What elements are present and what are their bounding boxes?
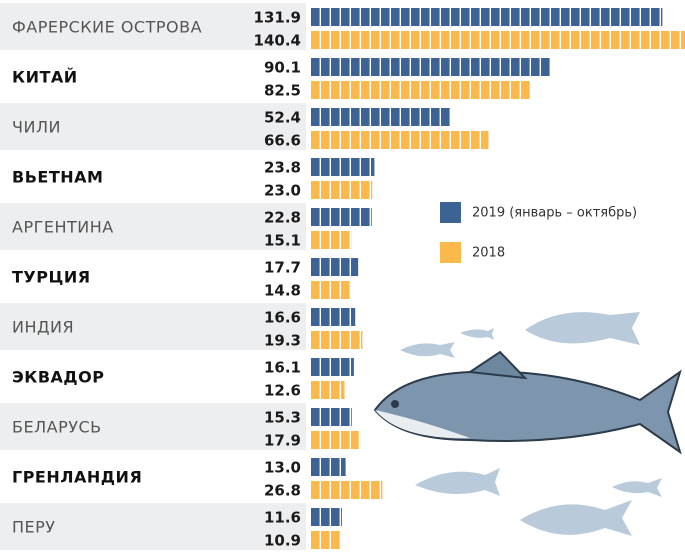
bar bbox=[311, 58, 551, 76]
bar bbox=[311, 131, 488, 149]
legend: 2019 (январь – октябрь) 2018 bbox=[440, 202, 637, 263]
bar bbox=[311, 358, 354, 376]
bar bbox=[311, 331, 362, 349]
value-label: 82.5 bbox=[264, 82, 301, 100]
category-label: ИНДИЯ bbox=[12, 318, 74, 337]
value-label: 52.4 bbox=[264, 109, 301, 127]
salmon-eye bbox=[391, 400, 399, 408]
fish-silhouette bbox=[525, 312, 640, 345]
value-label: 23.0 bbox=[264, 182, 301, 200]
category-label: ПЕРУ bbox=[12, 518, 56, 537]
bar bbox=[311, 431, 359, 449]
fish-illustration bbox=[375, 312, 680, 536]
bar bbox=[311, 181, 372, 199]
category-label: БЕЛАРУСЬ bbox=[12, 418, 102, 437]
fish-silhouette bbox=[460, 328, 494, 340]
value-label: 15.1 bbox=[264, 232, 301, 250]
bar bbox=[311, 458, 346, 476]
bar bbox=[311, 381, 345, 399]
bar bbox=[311, 508, 342, 526]
bar bbox=[311, 108, 451, 126]
chart: 2019 (январь – октябрь) 2018 ФАРЕРСКИЕ О… bbox=[0, 0, 685, 556]
bar bbox=[311, 8, 662, 26]
value-label: 23.8 bbox=[264, 159, 301, 177]
bar bbox=[311, 231, 351, 249]
category-label: ФАРЕРСКИЕ ОСТРОВА bbox=[12, 18, 202, 37]
legend-swatch bbox=[440, 202, 461, 223]
value-label: 17.7 bbox=[264, 259, 301, 277]
legend-label: 2019 (январь – октябрь) bbox=[472, 206, 637, 221]
category-label: ГРЕНЛАНДИЯ bbox=[12, 468, 142, 487]
fish-silhouette bbox=[520, 500, 632, 536]
value-label: 14.8 bbox=[264, 282, 301, 300]
legend-swatch bbox=[440, 242, 461, 263]
category-label: КИТАЙ bbox=[12, 68, 78, 87]
category-label: ЭКВАДОР bbox=[12, 368, 104, 387]
value-label: 131.9 bbox=[254, 9, 301, 27]
value-label: 90.1 bbox=[264, 59, 301, 77]
fish-silhouette bbox=[415, 468, 500, 496]
category-label: ВЬЕТНАМ bbox=[12, 168, 103, 187]
fish-silhouette bbox=[612, 478, 662, 497]
bar bbox=[311, 31, 685, 49]
value-label: 12.6 bbox=[264, 382, 301, 400]
value-label: 13.0 bbox=[264, 459, 301, 477]
fish-silhouette bbox=[400, 342, 455, 358]
bar bbox=[311, 281, 350, 299]
value-label: 26.8 bbox=[264, 482, 301, 500]
bar bbox=[311, 158, 374, 176]
value-label: 140.4 bbox=[254, 32, 301, 50]
category-label: ЧИЛИ bbox=[12, 118, 61, 137]
value-label: 19.3 bbox=[264, 332, 301, 350]
value-label: 15.3 bbox=[264, 409, 301, 427]
value-label: 11.6 bbox=[264, 509, 301, 527]
value-label: 16.1 bbox=[264, 359, 301, 377]
bar bbox=[311, 308, 355, 326]
bar bbox=[311, 258, 358, 276]
bar bbox=[311, 408, 352, 426]
value-label: 16.6 bbox=[264, 309, 301, 327]
value-label: 17.9 bbox=[264, 432, 301, 450]
bar bbox=[311, 208, 372, 226]
bar bbox=[311, 81, 531, 99]
value-label: 22.8 bbox=[264, 209, 301, 227]
value-label: 10.9 bbox=[264, 532, 301, 550]
value-label: 66.6 bbox=[264, 132, 301, 150]
legend-label: 2018 bbox=[472, 246, 505, 261]
category-label: АРГЕНТИНА bbox=[12, 218, 114, 237]
bar bbox=[311, 531, 340, 549]
bar bbox=[311, 481, 382, 499]
salmon bbox=[375, 372, 680, 452]
category-label: ТУРЦИЯ bbox=[12, 268, 91, 287]
